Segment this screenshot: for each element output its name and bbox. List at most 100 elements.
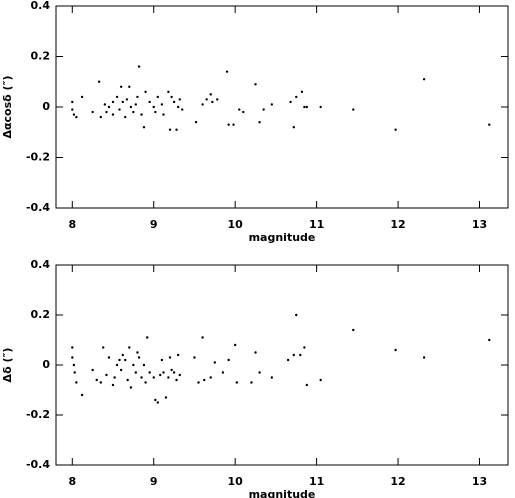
point <box>292 126 296 129</box>
point <box>140 113 143 116</box>
y-axis-label: Δαcosδ (″) <box>1 75 14 138</box>
point <box>105 110 108 114</box>
point <box>91 368 94 372</box>
point <box>99 381 102 384</box>
point <box>193 356 196 359</box>
point <box>352 328 355 332</box>
x-tick-label: 8 <box>68 475 76 488</box>
x-tick-label: 12 <box>390 475 405 488</box>
point <box>270 376 274 379</box>
point <box>176 353 180 357</box>
point <box>258 371 261 374</box>
point <box>115 95 119 99</box>
point <box>262 108 265 111</box>
y-tick-label: 0 <box>42 100 50 113</box>
x-tick-label: 13 <box>472 475 487 488</box>
point <box>148 371 151 374</box>
y-tick-label: 0.2 <box>31 50 51 63</box>
point <box>216 98 219 101</box>
point <box>172 371 176 374</box>
point <box>124 115 127 119</box>
point <box>128 346 131 349</box>
x-axis-label: magnitude <box>249 231 316 244</box>
point <box>137 356 141 359</box>
point <box>209 93 212 96</box>
point <box>144 90 147 94</box>
point <box>136 95 139 99</box>
point <box>159 373 162 377</box>
plot-frame <box>55 264 509 466</box>
point <box>250 381 253 384</box>
point <box>303 346 306 349</box>
point <box>91 110 94 114</box>
point <box>125 98 129 101</box>
point <box>258 120 261 124</box>
point <box>162 371 165 374</box>
point <box>119 368 123 372</box>
point <box>99 115 102 119</box>
point <box>115 363 119 367</box>
point <box>136 351 139 354</box>
point <box>152 376 155 379</box>
x-tick-label: 11 <box>309 475 324 488</box>
point <box>154 110 157 114</box>
point <box>71 356 74 359</box>
point <box>140 376 143 379</box>
point <box>235 381 238 384</box>
y-axis-label: Δδ (″) <box>1 348 14 383</box>
y-tick-label: 0 <box>42 358 50 371</box>
point <box>118 108 121 111</box>
y-tick-label: -0.4 <box>26 458 50 471</box>
point <box>172 100 176 104</box>
x-tick-label: 10 <box>228 475 244 488</box>
point <box>254 351 257 354</box>
point <box>107 105 111 109</box>
point <box>233 343 237 347</box>
point <box>156 95 160 99</box>
point <box>118 358 121 362</box>
point <box>300 90 304 94</box>
point <box>203 378 206 382</box>
point <box>227 358 230 362</box>
point <box>242 110 245 114</box>
point <box>175 128 178 131</box>
point <box>72 363 76 367</box>
x-tick-label: 8 <box>68 218 76 231</box>
point <box>227 123 230 126</box>
y-tick-label: 0.2 <box>31 308 51 321</box>
point <box>167 376 170 379</box>
point <box>144 381 147 384</box>
point <box>488 123 491 126</box>
point <box>134 103 138 106</box>
point <box>113 376 116 379</box>
x-tick-label: 9 <box>150 475 158 488</box>
point <box>72 113 76 116</box>
point <box>142 126 146 129</box>
point <box>286 358 290 362</box>
y-tick-label: -0.2 <box>26 408 50 421</box>
point <box>295 313 298 317</box>
point <box>305 383 309 387</box>
point <box>142 363 146 367</box>
point <box>319 378 322 382</box>
point <box>194 120 198 124</box>
point <box>119 85 123 89</box>
point <box>167 90 170 94</box>
point <box>160 358 164 362</box>
point <box>168 128 172 131</box>
plot-frame <box>55 5 509 209</box>
y-tick-label: 0.4 <box>31 258 51 271</box>
point <box>132 110 135 114</box>
point <box>176 105 180 109</box>
point <box>111 100 115 104</box>
point <box>299 353 302 357</box>
point <box>305 105 309 109</box>
point <box>162 113 165 116</box>
point <box>146 336 149 339</box>
point <box>137 65 141 68</box>
point <box>422 78 426 81</box>
point <box>394 348 397 352</box>
point <box>292 353 296 357</box>
x-tick-label: 10 <box>228 218 244 231</box>
